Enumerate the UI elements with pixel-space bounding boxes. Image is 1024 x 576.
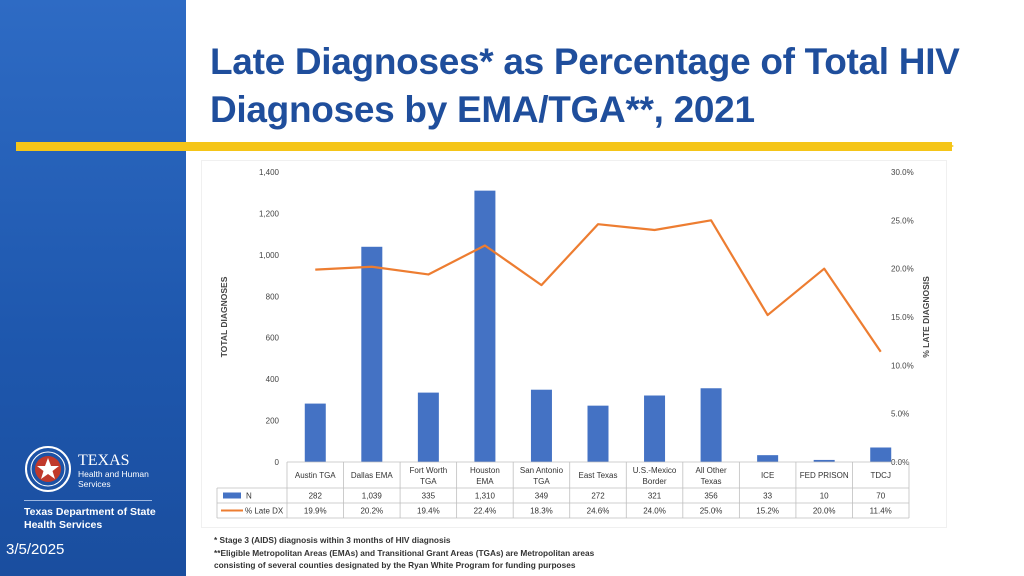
y2-tick-label: 20.0% bbox=[891, 265, 914, 274]
bar-n bbox=[700, 388, 722, 462]
y-axis-title: TOTAL DIAGNOSES bbox=[219, 276, 229, 357]
footnotes: * Stage 3 (AIDS) diagnosis within 3 mont… bbox=[214, 534, 734, 572]
sidebar-background bbox=[0, 0, 186, 576]
table-value-late-dx: 24.6% bbox=[587, 507, 610, 516]
footnote-1: * Stage 3 (AIDS) diagnosis within 3 mont… bbox=[214, 535, 451, 545]
category-label: TGA bbox=[420, 477, 437, 486]
title-underline-tip bbox=[946, 142, 954, 150]
y-tick-label: 200 bbox=[266, 417, 280, 426]
y2-tick-label: 30.0% bbox=[891, 168, 914, 177]
y-tick-label: 1,200 bbox=[259, 209, 280, 218]
bar-n bbox=[474, 190, 496, 462]
chart-panel bbox=[201, 160, 947, 528]
y2-tick-label: 10.0% bbox=[891, 361, 914, 370]
table-value-n: 10 bbox=[820, 492, 829, 501]
late-dx-line bbox=[315, 219, 882, 353]
legend-late-dx-label: % Late DX bbox=[245, 507, 284, 516]
y2-tick-label: 25.0% bbox=[891, 216, 914, 225]
agency-divider bbox=[24, 500, 152, 501]
footnote-2: **Eligible Metropolitan Areas (EMAs) and… bbox=[214, 547, 595, 558]
bar-n bbox=[304, 403, 326, 462]
category-label: All Other bbox=[696, 466, 727, 475]
category-label: Houston bbox=[470, 466, 500, 475]
logo-line2-text: Services bbox=[78, 479, 111, 489]
agency-name-line2: Health Services bbox=[24, 519, 103, 531]
texas-seal-icon bbox=[25, 446, 71, 492]
category-label: FED PRISON bbox=[800, 471, 849, 480]
table-value-n: 70 bbox=[876, 492, 885, 501]
bar-n bbox=[644, 395, 666, 462]
legend-n-label: N bbox=[246, 492, 252, 501]
table-value-late-dx: 20.0% bbox=[813, 507, 836, 516]
table-value-late-dx: 19.9% bbox=[304, 507, 327, 516]
bar-n bbox=[757, 455, 779, 462]
category-label: Dallas EMA bbox=[351, 471, 393, 480]
category-label: TGA bbox=[533, 477, 550, 486]
category-label: Fort Worth bbox=[410, 466, 448, 475]
table-value-n: 349 bbox=[535, 492, 549, 501]
table-value-n: 1,310 bbox=[475, 492, 496, 501]
legend-bar-key bbox=[223, 492, 241, 499]
page-title: Late Diagnoses* as Percentage of Total H… bbox=[210, 41, 960, 130]
y-tick-label: 400 bbox=[266, 375, 280, 384]
bar-n bbox=[870, 447, 892, 462]
logo-state-text: TEXAS bbox=[78, 452, 130, 469]
texas-hhs-logo: TEXAS Health and Human Services bbox=[25, 446, 149, 492]
bar-n bbox=[417, 392, 439, 462]
table-value-late-dx: 22.4% bbox=[474, 507, 497, 516]
title-underline bbox=[16, 142, 952, 151]
logo-line1-text: Health and Human bbox=[78, 469, 149, 479]
table-value-n: 1,039 bbox=[362, 492, 383, 501]
table-value-n: 321 bbox=[648, 492, 662, 501]
category-label: Austin TGA bbox=[295, 471, 336, 480]
y-tick-label: 800 bbox=[266, 292, 280, 301]
y-tick-label: 600 bbox=[266, 334, 280, 343]
category-label: TDCJ bbox=[871, 471, 891, 480]
table-value-late-dx: 20.2% bbox=[360, 507, 383, 516]
bar-n bbox=[587, 405, 609, 462]
footnote-3: consisting of several counties designate… bbox=[214, 560, 576, 570]
table-value-late-dx: 19.4% bbox=[417, 507, 440, 516]
slide-date: 3/5/2025 bbox=[6, 541, 65, 558]
category-label: Border bbox=[643, 477, 667, 486]
agency-name: Texas Department of State Health Service… bbox=[24, 506, 174, 532]
agency-name-line1: Texas Department of State bbox=[24, 506, 156, 518]
bar-n bbox=[530, 389, 552, 462]
y-tick-label: 1,400 bbox=[259, 168, 280, 177]
y2-tick-label: 15.0% bbox=[891, 313, 914, 322]
table-value-late-dx: 24.0% bbox=[643, 507, 666, 516]
category-label: EMA bbox=[476, 477, 494, 486]
category-label: Texas bbox=[701, 477, 722, 486]
combo-chart: 0 200 400 600 800 1,000 1,200 1,400 0.0% 5.0% 10.0… bbox=[216, 168, 931, 519]
y2-axis-title: % LATE DIAGNOSIS bbox=[921, 276, 931, 358]
table-value-n: 33 bbox=[763, 492, 772, 501]
y2-tick-label: 0.0% bbox=[891, 458, 909, 467]
y2-tick-label: 5.0% bbox=[891, 410, 909, 419]
category-label: San Antonio bbox=[520, 466, 564, 475]
table-value-n: 356 bbox=[704, 492, 718, 501]
bar-n bbox=[361, 246, 383, 462]
table-value-late-dx: 18.3% bbox=[530, 507, 553, 516]
y-tick-label: 1,000 bbox=[259, 251, 280, 260]
table-value-late-dx: 25.0% bbox=[700, 507, 723, 516]
table-value-n: 335 bbox=[422, 492, 436, 501]
table-value-n: 282 bbox=[309, 492, 323, 501]
category-label: U.S.-Mexico bbox=[633, 466, 677, 475]
category-label: ICE bbox=[761, 471, 774, 480]
table-value-n: 272 bbox=[591, 492, 605, 501]
bar-n bbox=[813, 459, 835, 462]
table-value-late-dx: 15.2% bbox=[756, 507, 779, 516]
table-value-late-dx: 11.4% bbox=[870, 507, 892, 516]
y-tick-label: 0 bbox=[275, 458, 280, 467]
category-label: East Texas bbox=[579, 471, 618, 480]
